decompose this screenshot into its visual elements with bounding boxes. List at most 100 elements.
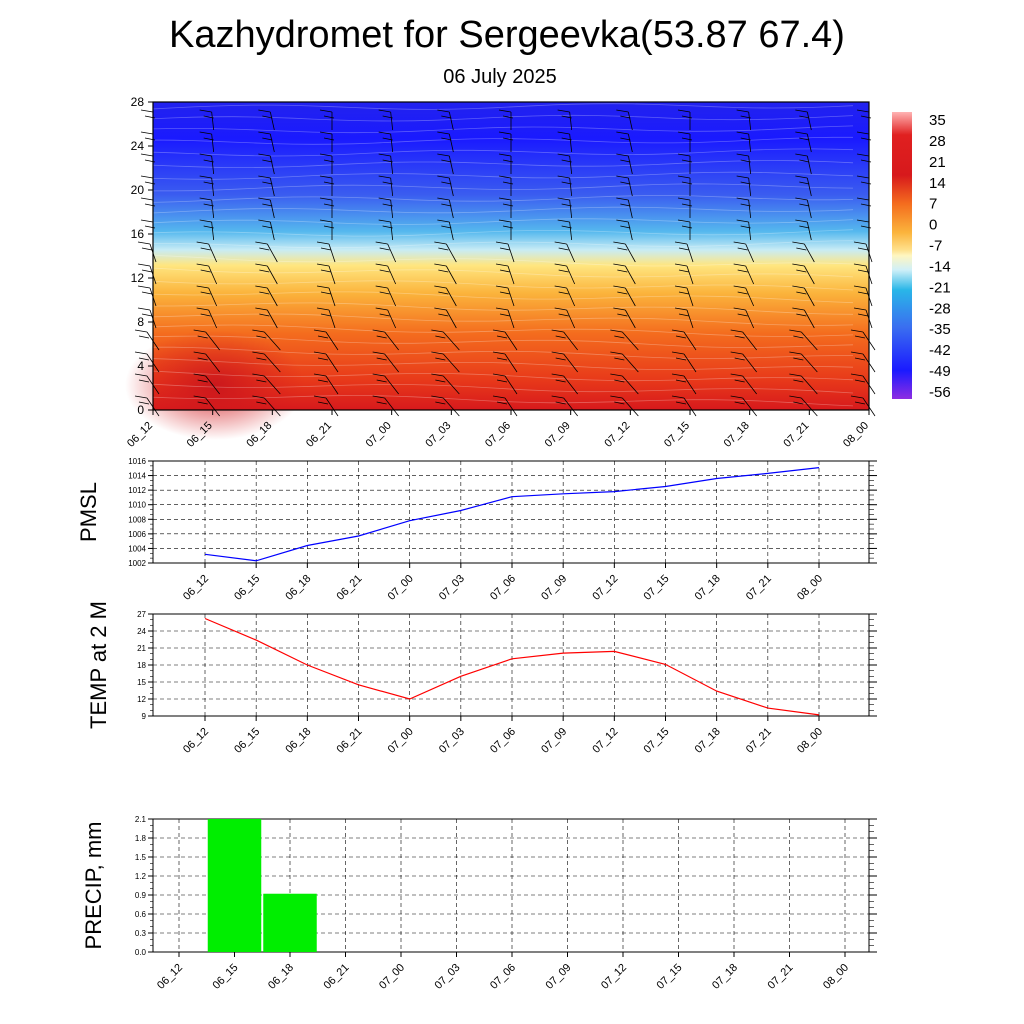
y-tick-label: 1014 — [128, 472, 146, 481]
wind-barb-flag — [671, 351, 685, 355]
wind-barb-staff — [328, 287, 336, 307]
wind-barb-flag — [252, 351, 265, 355]
wind-barb-staff — [569, 177, 573, 197]
wind-barb-staff — [205, 353, 220, 373]
wind-barb-flag — [259, 313, 270, 317]
colorbar-label: -7 — [929, 238, 942, 255]
wind-barb-staff — [563, 331, 578, 351]
wind-barb-flag — [854, 379, 866, 383]
wind-barb-flag — [319, 197, 333, 201]
wind-barb-flag — [620, 181, 631, 185]
wind-barb-staff — [211, 155, 215, 175]
wind-barb-staff — [266, 287, 278, 307]
wind-barb-staff — [264, 331, 281, 351]
wind-barb-flag — [382, 203, 393, 207]
wind-barb-flag — [134, 395, 148, 399]
wind-barb-flag — [613, 307, 626, 311]
wind-barb-flag — [677, 131, 691, 135]
wind-barb-flag — [320, 269, 332, 273]
wind-barb-flag — [789, 329, 802, 333]
x-tick-label: 07_06 — [488, 962, 518, 992]
field-y-tick-label: 28 — [131, 95, 145, 109]
wind-barb-flag — [853, 285, 867, 289]
wind-barb-flag — [736, 109, 749, 113]
wind-barb-staff — [742, 375, 757, 395]
wind-barb-flag — [616, 131, 629, 135]
x-tick-label: 06_18 — [283, 726, 313, 756]
wind-barb-flag — [795, 153, 808, 157]
wind-barb-flag — [262, 137, 273, 141]
wind-barb-flag — [196, 285, 209, 289]
wind-barb-flag — [258, 131, 271, 135]
wind-barb-flag — [319, 131, 333, 135]
wind-barb-flag — [681, 181, 693, 185]
wind-barb-staff — [742, 331, 757, 351]
wind-barb-staff — [748, 199, 752, 219]
wind-barb-staff — [387, 309, 397, 329]
wind-barb-flag — [197, 379, 208, 383]
wind-barb-staff — [269, 199, 275, 219]
wind-barb-flag — [856, 131, 870, 135]
wind-barb-flag — [856, 197, 870, 201]
wind-barb-flag — [558, 291, 569, 295]
wind-barb-staff — [264, 397, 281, 417]
wind-barb-flag — [734, 335, 745, 339]
temp-panel: 9 12 15 18 21 24 27 06_12 06_15 06_18 06_21 07_00 07… — [86, 601, 877, 756]
wind-barb-flag — [677, 175, 691, 179]
wind-barb-staff — [211, 199, 215, 219]
wind-barb-flag — [259, 247, 270, 251]
wind-barb-flag — [262, 225, 273, 229]
field-y-tick-label: 0 — [137, 403, 144, 417]
wind-barb-flag — [320, 313, 332, 317]
wind-barb-flag — [796, 247, 807, 251]
wind-barb-flag — [610, 395, 623, 399]
wind-barb-flag — [203, 181, 214, 185]
wind-barb-staff — [211, 111, 215, 131]
wind-barb-staff — [390, 111, 394, 131]
wind-barb-flag — [557, 197, 570, 201]
warm-core — [125, 330, 305, 440]
x-tick-label: 07_09 — [539, 726, 569, 756]
wind-barb-flag — [437, 197, 450, 201]
wind-barb-flag — [610, 373, 623, 377]
wind-barb-flag — [558, 269, 569, 273]
wind-barb-staff — [384, 375, 399, 395]
wind-barb-flag — [795, 197, 808, 201]
wind-barb-staff — [507, 243, 515, 263]
wind-barb-staff — [686, 265, 694, 285]
x-tick-label: 07_00 — [386, 726, 416, 756]
contour-line — [152, 370, 854, 382]
wind-barb-flag — [193, 395, 206, 399]
colorbar-label: 0 — [929, 217, 937, 234]
wind-barb-flag — [502, 203, 514, 207]
wind-barb-flag — [372, 395, 385, 399]
wind-barb-flag — [200, 291, 211, 295]
wind-barb-flag — [378, 219, 391, 223]
wind-barb-flag — [681, 203, 693, 207]
wind-barb-flag — [259, 269, 270, 273]
x-tick-label: 06_18 — [266, 962, 296, 992]
field-y-tick-label: 24 — [131, 139, 145, 153]
wind-barb-flag — [492, 373, 506, 377]
wind-barb-staff — [801, 375, 818, 395]
wind-barb-flag — [561, 181, 572, 185]
wind-barb-flag — [555, 401, 566, 405]
wind-barb-staff — [507, 309, 515, 329]
y-tick-label: 18 — [137, 661, 146, 670]
wind-barb-flag — [554, 285, 567, 289]
x-tick-label: 07_12 — [590, 573, 620, 603]
wind-barb-flag — [193, 351, 206, 355]
wind-barb-flag — [799, 225, 810, 229]
wind-barb-staff — [211, 177, 215, 197]
wind-barb-flag — [795, 131, 808, 135]
wind-barb-flag — [733, 263, 746, 267]
wind-barb-flag — [435, 335, 446, 339]
wind-barb-flag — [496, 401, 508, 405]
wind-barb-flag — [857, 291, 869, 295]
wind-barb-flag — [323, 181, 335, 185]
wind-barb-flag — [614, 357, 625, 361]
wind-barb-flag — [323, 159, 335, 163]
y-axis-title: PMSL — [76, 482, 101, 542]
wind-barb-flag — [498, 109, 512, 113]
wind-barb-flag — [792, 241, 805, 245]
